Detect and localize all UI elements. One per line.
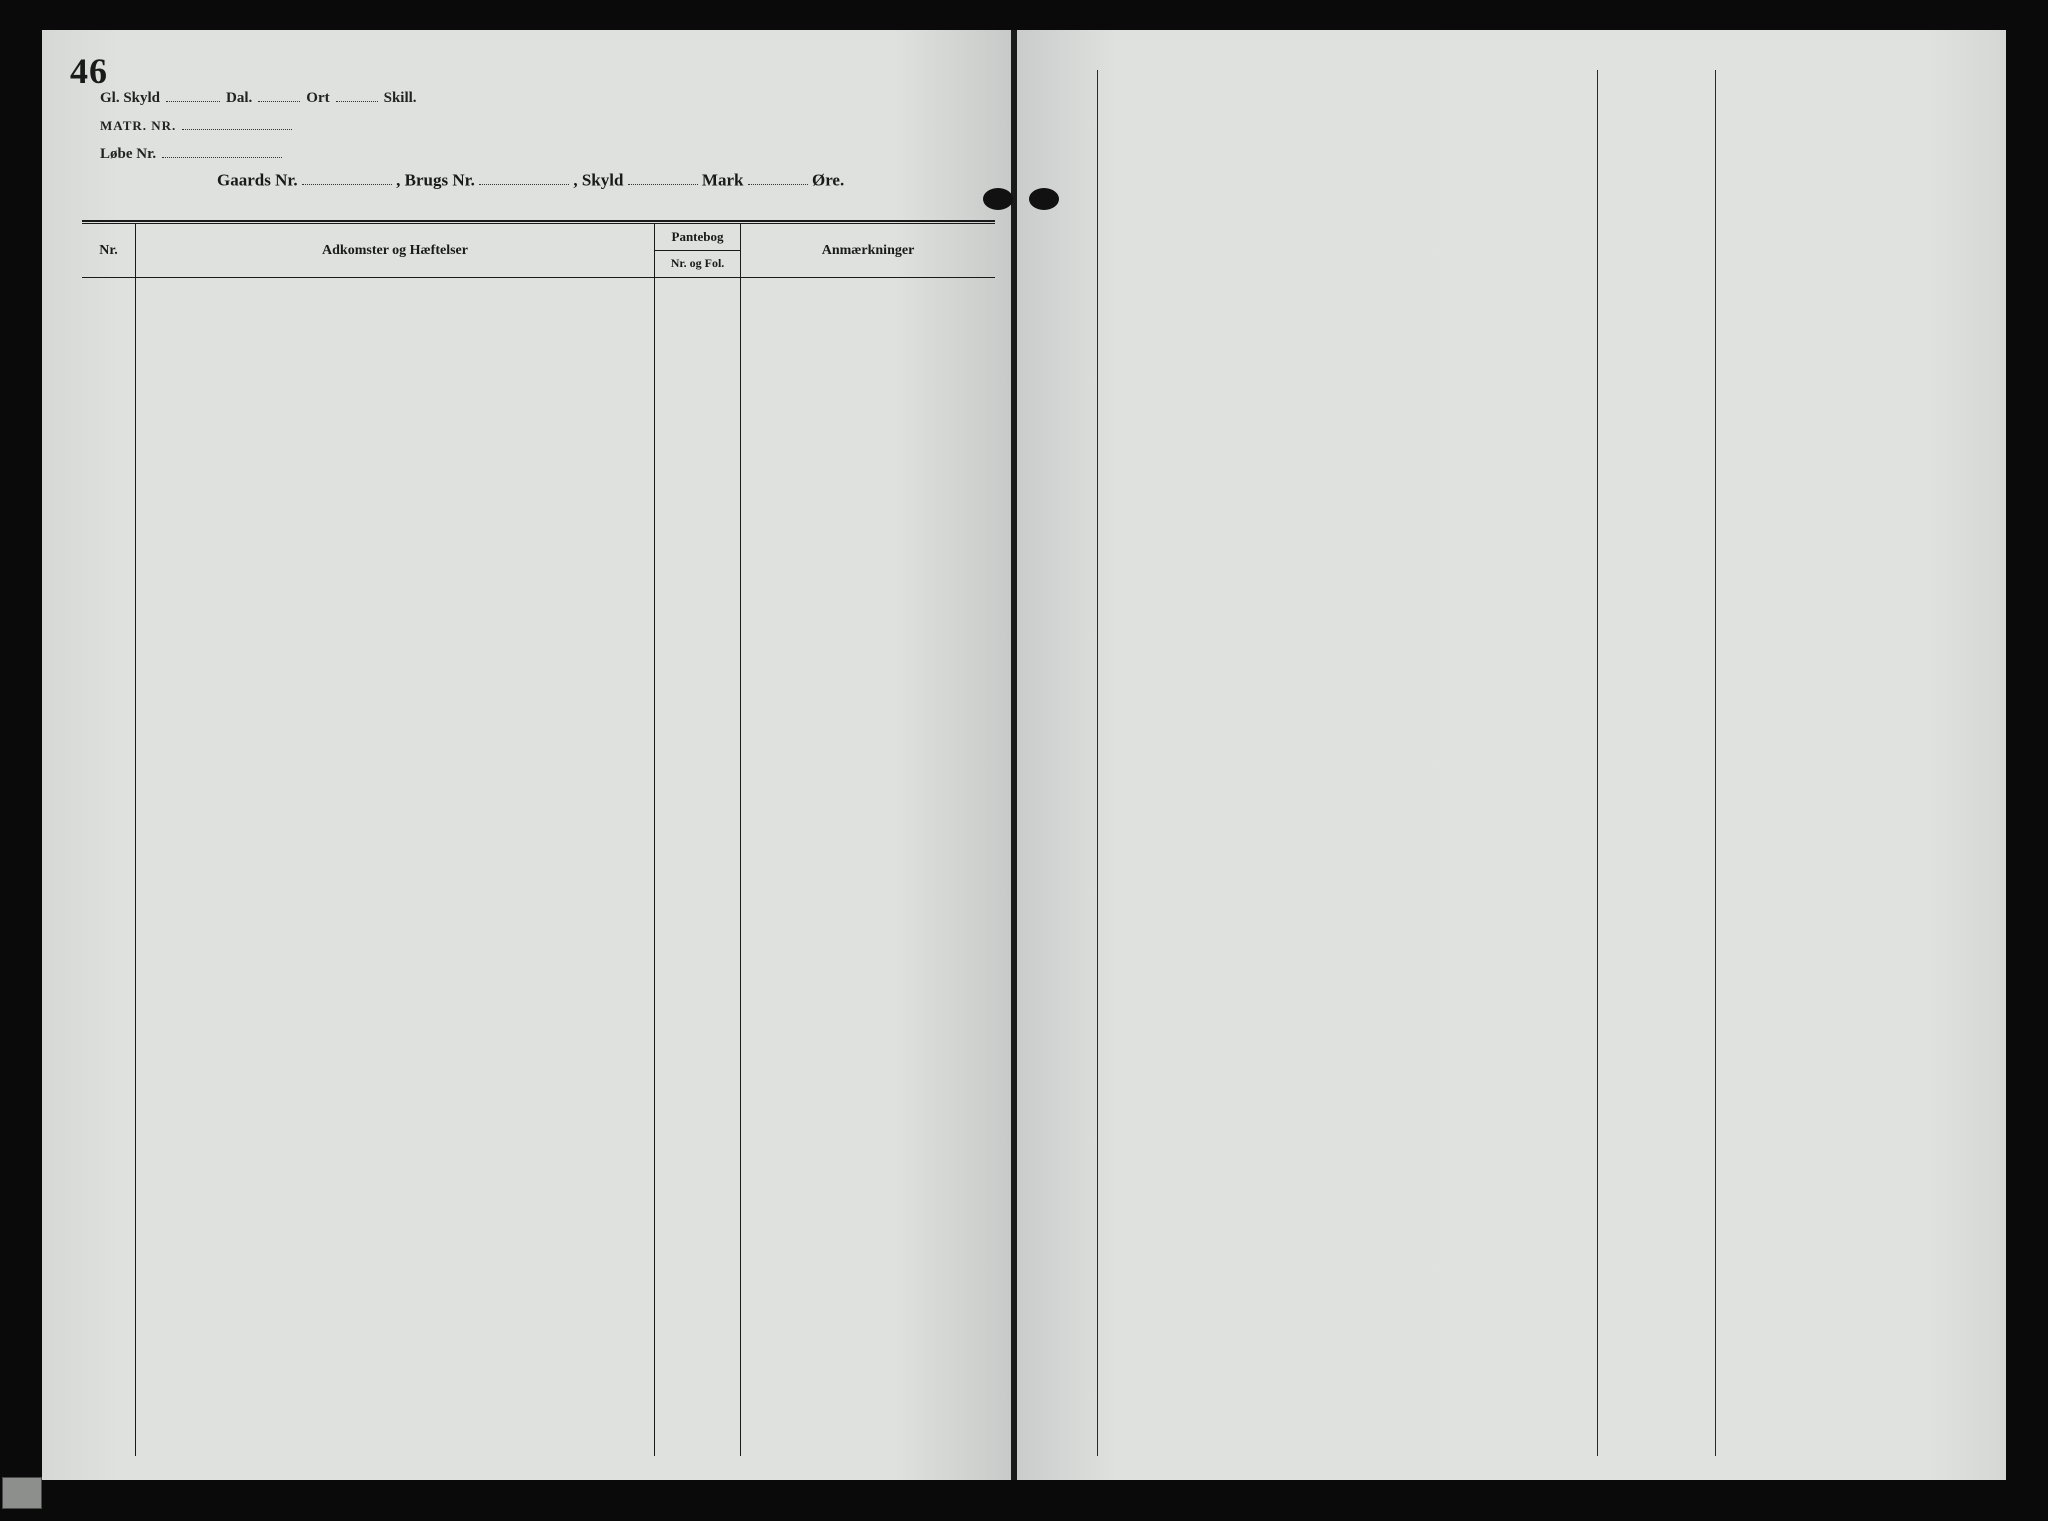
- col-header-nr: Nr.: [82, 224, 136, 277]
- ledger-table: Nr. Adkomster og Hæftelser Pantebog Nr. …: [82, 220, 995, 1456]
- label-skill: Skill.: [384, 90, 417, 107]
- fill: [628, 170, 698, 185]
- label-matr-nr: MATR. NR.: [100, 118, 176, 134]
- header-line-lobe: Løbe Nr.: [100, 144, 971, 163]
- right-col-2: [1598, 70, 1716, 1456]
- header-line-skyld: Gl. Skyld Dal. Ort Skill.: [100, 88, 971, 107]
- fill: [302, 170, 392, 185]
- left-page: 46 Gl. Skyld Dal. Ort Skill. MATR. NR. L…: [42, 30, 1014, 1480]
- brugs-nr-label: , Brugs Nr.: [396, 170, 475, 189]
- table-header-row: Nr. Adkomster og Hæftelser Pantebog Nr. …: [82, 224, 995, 278]
- header-block: Gl. Skyld Dal. Ort Skill. MATR. NR. Løbe…: [100, 88, 971, 173]
- binding-hole-icon: [1029, 188, 1059, 210]
- fill: [336, 88, 378, 102]
- pantebog-label: Pantebog: [655, 224, 740, 251]
- body-col-adk: [136, 278, 655, 1456]
- skyld-label: , Skyld: [573, 170, 623, 189]
- label-dal: Dal.: [226, 90, 252, 107]
- right-page-columns: [1097, 70, 1966, 1456]
- right-col-1: [1097, 70, 1598, 1456]
- ore-label: Øre.: [812, 170, 844, 189]
- label-ort: Ort: [306, 90, 329, 107]
- gaards-nr-label: Gaards Nr.: [217, 170, 298, 189]
- thumbnail-icon: [2, 1477, 42, 1509]
- fill: [182, 117, 292, 131]
- body-col-pan: [655, 278, 741, 1456]
- label-lobe-nr: Løbe Nr.: [100, 146, 156, 163]
- right-col-3: [1716, 70, 1966, 1456]
- body-col-anm: [741, 278, 995, 1456]
- fill: [162, 144, 282, 158]
- col-header-adkomster: Adkomster og Hæftelser: [136, 224, 655, 277]
- fill: [258, 88, 300, 102]
- mark-label: Mark: [702, 170, 744, 189]
- right-page: [1014, 30, 2006, 1480]
- fill: [479, 170, 569, 185]
- col-header-anm: Anmærkninger: [741, 224, 995, 277]
- fill: [166, 88, 220, 102]
- fill: [748, 170, 808, 185]
- binding-hole-icon: [983, 188, 1013, 210]
- scan-frame: 46 Gl. Skyld Dal. Ort Skill. MATR. NR. L…: [42, 30, 2006, 1480]
- header-line-matr: MATR. NR.: [100, 117, 971, 135]
- gaards-line: Gaards Nr. , Brugs Nr. , Skyld Mark Øre.: [42, 170, 1011, 190]
- table-body: [82, 278, 995, 1456]
- col-header-pantebog: Pantebog Nr. og Fol.: [655, 224, 741, 277]
- page-number: 46: [70, 50, 108, 92]
- pantebog-sub-label: Nr. og Fol.: [655, 251, 740, 277]
- body-col-nr: [82, 278, 136, 1456]
- label-gl-skyld: Gl. Skyld: [100, 90, 160, 107]
